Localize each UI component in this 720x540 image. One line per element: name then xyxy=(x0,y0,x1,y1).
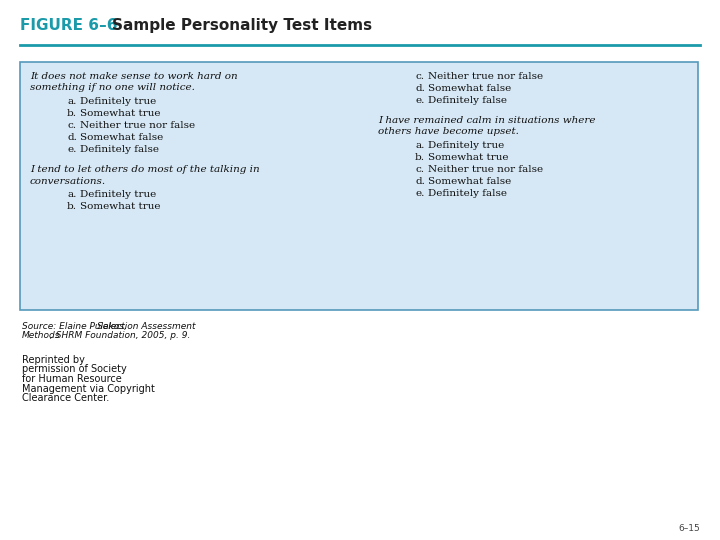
Text: Neither true nor false: Neither true nor false xyxy=(428,72,543,81)
Text: b.: b. xyxy=(67,109,77,118)
Text: Source: Elaine Pulakos,: Source: Elaine Pulakos, xyxy=(22,322,130,331)
Text: , SHRM Foundation, 2005, p. 9.: , SHRM Foundation, 2005, p. 9. xyxy=(50,331,190,340)
Text: b.: b. xyxy=(67,202,77,211)
Text: Reprinted by: Reprinted by xyxy=(22,355,85,365)
Text: I have remained calm in situations where: I have remained calm in situations where xyxy=(378,116,595,125)
Text: I tend to let others do most of the talking in: I tend to let others do most of the talk… xyxy=(30,165,260,174)
Text: Definitely false: Definitely false xyxy=(80,145,159,154)
Text: d.: d. xyxy=(67,133,77,142)
Text: a.: a. xyxy=(415,141,425,150)
FancyBboxPatch shape xyxy=(20,62,698,310)
Text: e.: e. xyxy=(415,189,425,198)
Text: for Human Resource: for Human Resource xyxy=(22,374,122,384)
Text: conversations.: conversations. xyxy=(30,177,106,186)
Text: Somewhat true: Somewhat true xyxy=(80,109,161,118)
Text: Somewhat true: Somewhat true xyxy=(80,202,161,211)
Text: a.: a. xyxy=(67,97,77,106)
Text: 6–15: 6–15 xyxy=(678,524,700,533)
Text: e.: e. xyxy=(67,145,77,154)
Text: Neither true nor false: Neither true nor false xyxy=(428,165,543,174)
Text: c.: c. xyxy=(415,72,425,81)
Text: Somewhat true: Somewhat true xyxy=(428,153,508,162)
Text: Somewhat false: Somewhat false xyxy=(428,84,511,93)
Text: Definitely true: Definitely true xyxy=(80,190,156,199)
Text: Sample Personality Test Items: Sample Personality Test Items xyxy=(112,18,372,33)
Text: Methods: Methods xyxy=(22,331,60,340)
Text: c.: c. xyxy=(415,165,425,174)
Text: a.: a. xyxy=(67,190,77,199)
Text: Somewhat false: Somewhat false xyxy=(80,133,163,142)
Text: Definitely false: Definitely false xyxy=(428,96,507,105)
Text: Management via Copyright: Management via Copyright xyxy=(22,383,155,394)
Text: others have become upset.: others have become upset. xyxy=(378,127,519,137)
Text: d.: d. xyxy=(415,84,425,93)
Text: permission of Society: permission of Society xyxy=(22,364,127,375)
Text: Definitely true: Definitely true xyxy=(80,97,156,106)
Text: Somewhat false: Somewhat false xyxy=(428,177,511,186)
Text: Neither true nor false: Neither true nor false xyxy=(80,121,195,130)
Text: Definitely false: Definitely false xyxy=(428,189,507,198)
Text: Selection Assessment: Selection Assessment xyxy=(97,322,196,331)
Text: FIGURE 6–6: FIGURE 6–6 xyxy=(20,18,117,33)
Text: It does not make sense to work hard on: It does not make sense to work hard on xyxy=(30,72,238,81)
Text: Definitely true: Definitely true xyxy=(428,141,504,150)
Text: b.: b. xyxy=(415,153,425,162)
Text: c.: c. xyxy=(68,121,76,130)
Text: something if no one will notice.: something if no one will notice. xyxy=(30,84,195,92)
Text: d.: d. xyxy=(415,177,425,186)
Text: e.: e. xyxy=(415,96,425,105)
Text: Clearance Center.: Clearance Center. xyxy=(22,393,109,403)
